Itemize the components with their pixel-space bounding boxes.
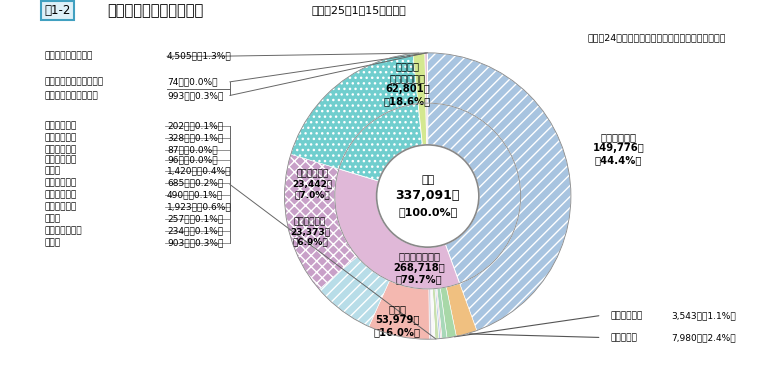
Wedge shape — [435, 288, 441, 339]
Text: 87人（0.0%）: 87人（0.0%） — [167, 146, 217, 154]
Text: 医療職（一）: 医療職（一） — [44, 179, 77, 188]
Text: 職員の俸給表別在職状況: 職員の俸給表別在職状況 — [107, 3, 204, 18]
Text: 3,543人（1.1%）: 3,543人（1.1%） — [672, 311, 736, 320]
Text: 公安職（一）
23,373人
（6.9%）: 公安職（一） 23,373人 （6.9%） — [290, 217, 330, 247]
Wedge shape — [440, 287, 456, 338]
Wedge shape — [418, 103, 426, 145]
Text: 医療職（二）: 医療職（二） — [44, 190, 77, 200]
Text: 490人（0.1%）: 490人（0.1%） — [167, 190, 223, 200]
Text: 74人（0.0%）: 74人（0.0%） — [167, 77, 217, 86]
Wedge shape — [413, 53, 426, 104]
Wedge shape — [446, 283, 477, 336]
Text: 202人（0.1%）: 202人（0.1%） — [167, 122, 223, 130]
Text: 研究職: 研究職 — [44, 167, 60, 176]
Wedge shape — [431, 289, 434, 339]
Wedge shape — [428, 103, 521, 283]
Text: 教育職（二）: 教育職（二） — [44, 156, 77, 165]
Text: 海事職（一）: 海事職（一） — [44, 122, 77, 130]
Text: 専門スタッフ職: 専門スタッフ職 — [44, 226, 82, 236]
Text: 福祉職: 福祉職 — [44, 214, 60, 223]
Text: 医療職（三）: 医療職（三） — [44, 202, 77, 211]
Text: 給与法適用職員
268,718人
（79.7%）: 給与法適用職員 268,718人 （79.7%） — [394, 251, 445, 284]
Wedge shape — [284, 154, 357, 290]
Text: 993人（0.3%）: 993人（0.3%） — [167, 91, 223, 100]
Wedge shape — [428, 53, 571, 330]
Text: 7,980人（2.4%）: 7,980人（2.4%） — [672, 333, 736, 342]
Text: 総数: 総数 — [421, 175, 435, 185]
Wedge shape — [291, 54, 418, 169]
Wedge shape — [432, 289, 439, 339]
Text: 公安職（二）
23,442人
（7.0%）: 公安職（二） 23,442人 （7.0%） — [293, 169, 333, 199]
Circle shape — [377, 145, 479, 247]
Wedge shape — [432, 289, 435, 339]
Text: 給与特例法適用職員: 給与特例法適用職員 — [44, 52, 93, 61]
Wedge shape — [430, 289, 432, 339]
Wedge shape — [432, 289, 435, 339]
Text: 任期付研究員法適用職員: 任期付研究員法適用職員 — [44, 77, 103, 86]
Text: （平成24年度一般職の国家公務員の任用状況調査）: （平成24年度一般職の国家公務員の任用状況調査） — [587, 33, 726, 42]
Text: （100.0%）: （100.0%） — [398, 207, 458, 217]
Text: 指定職: 指定職 — [44, 238, 60, 248]
Text: 行政職（二）: 行政職（二） — [610, 311, 642, 320]
Text: 特定独立
行政法人職員
62,801人
（18.6%）: 特定独立 行政法人職員 62,801人 （18.6%） — [384, 61, 431, 106]
Wedge shape — [335, 169, 460, 289]
Wedge shape — [369, 281, 429, 339]
Wedge shape — [339, 104, 423, 181]
Text: 903人（0.3%）: 903人（0.3%） — [167, 238, 223, 248]
Text: 海事職（二）: 海事職（二） — [44, 134, 77, 142]
Wedge shape — [429, 289, 432, 339]
Text: 図1-2: 図1-2 — [44, 4, 71, 17]
Wedge shape — [425, 53, 428, 103]
Wedge shape — [319, 256, 390, 327]
Text: 専門行政職: 専門行政職 — [610, 333, 637, 342]
Text: 337,091人: 337,091人 — [395, 189, 460, 202]
Text: 257人（0.1%）: 257人（0.1%） — [167, 214, 223, 223]
Text: 行政職（一）
149,776人
（44.4%）: 行政職（一） 149,776人 （44.4%） — [593, 132, 644, 165]
Text: 1,923人（0.6%）: 1,923人（0.6%） — [167, 202, 232, 211]
Text: 1,420人（0.4%）: 1,420人（0.4%） — [167, 167, 232, 176]
Text: 328人（0.1%）: 328人（0.1%） — [167, 134, 223, 142]
Wedge shape — [437, 288, 447, 339]
Wedge shape — [431, 289, 433, 339]
Text: 234人（0.1%）: 234人（0.1%） — [167, 226, 223, 236]
Text: 税務職
53,979人
（16.0%）: 税務職 53,979人 （16.0%） — [374, 304, 420, 337]
Text: 685人（0.2%）: 685人（0.2%） — [167, 179, 223, 188]
Wedge shape — [432, 289, 435, 339]
Text: 任期付職員法適用職員: 任期付職員法適用職員 — [44, 91, 98, 100]
Wedge shape — [436, 288, 442, 339]
Text: 教育職（一）: 教育職（一） — [44, 146, 77, 154]
Text: 96人（0.0%）: 96人（0.0%） — [167, 156, 217, 165]
Wedge shape — [426, 103, 428, 145]
Text: （平成25年1月15日現在）: （平成25年1月15日現在） — [312, 5, 407, 15]
Text: 4,505人（1.3%）: 4,505人（1.3%） — [167, 52, 232, 61]
